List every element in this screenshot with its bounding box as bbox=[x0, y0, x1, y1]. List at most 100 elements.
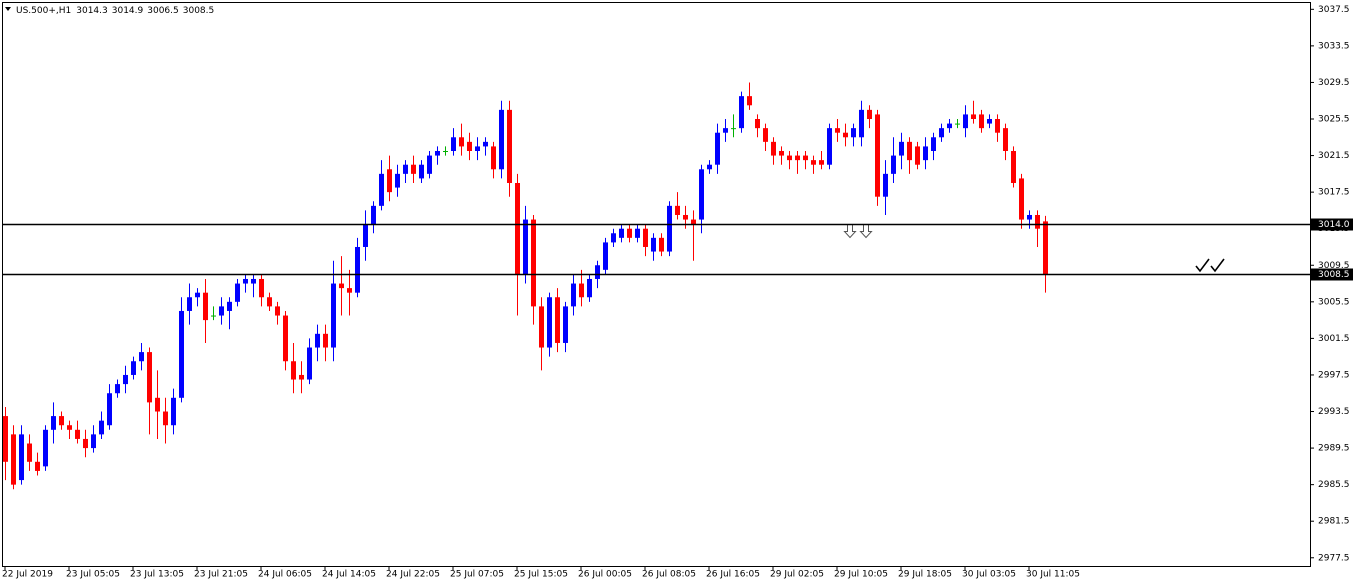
candle-body bbox=[483, 141, 488, 147]
candle-body bbox=[131, 361, 136, 375]
candle-body bbox=[1027, 214, 1032, 220]
header-close: 3008.5 bbox=[183, 6, 215, 16]
candle-body bbox=[835, 128, 840, 133]
candle-body bbox=[715, 132, 720, 165]
candles bbox=[3, 82, 1048, 490]
x-tick-label: 29 Jul 18:05 bbox=[898, 570, 952, 580]
candle-body bbox=[979, 114, 984, 129]
candle-body bbox=[339, 283, 344, 289]
candle-body bbox=[147, 352, 152, 403]
candle-body bbox=[875, 114, 880, 197]
x-tick-label: 23 Jul 05:05 bbox=[66, 570, 120, 580]
candle-body bbox=[555, 297, 560, 343]
x-tick-label: 30 Jul 03:05 bbox=[962, 570, 1016, 580]
candle-body bbox=[363, 224, 368, 247]
x-tick-label: 24 Jul 06:05 bbox=[258, 570, 312, 580]
x-tick-label: 29 Jul 02:05 bbox=[770, 570, 824, 580]
y-tick-label: 3017.5 bbox=[1318, 188, 1350, 198]
candle-body bbox=[603, 242, 608, 270]
candle-body bbox=[347, 288, 352, 293]
y-tick-label: 3025.5 bbox=[1318, 115, 1350, 125]
candle-body bbox=[811, 160, 816, 165]
candle-body bbox=[731, 128, 736, 130]
candle-body bbox=[659, 237, 664, 252]
x-tick-label: 24 Jul 14:05 bbox=[322, 570, 376, 580]
price-tag-label: 3014.0 bbox=[1318, 220, 1350, 230]
candle-body bbox=[707, 164, 712, 170]
check-mark bbox=[1210, 258, 1225, 273]
candle-body bbox=[563, 306, 568, 343]
candle-body bbox=[579, 283, 584, 298]
candle-body bbox=[459, 137, 464, 147]
candle-body bbox=[395, 173, 400, 188]
candle-body bbox=[291, 361, 296, 380]
candle-body bbox=[739, 96, 744, 129]
candle-body bbox=[451, 137, 456, 151]
candle-body bbox=[763, 128, 768, 142]
candle-body bbox=[531, 219, 536, 307]
candle-body bbox=[891, 155, 896, 174]
candle-body bbox=[955, 123, 960, 125]
candle-body bbox=[595, 265, 600, 279]
candle-body bbox=[467, 141, 472, 151]
candle-body bbox=[371, 205, 376, 225]
candle-body bbox=[803, 155, 808, 161]
y-tick-label: 2997.5 bbox=[1318, 370, 1350, 380]
x-tick-label: 25 Jul 07:05 bbox=[450, 570, 504, 580]
candle-body bbox=[99, 420, 104, 435]
candle-body bbox=[947, 123, 952, 129]
candle-body bbox=[1035, 214, 1040, 229]
candle-body bbox=[203, 292, 208, 321]
chart-header: US.500+,H1 3014.3 3014.9 3006.5 3008.5 bbox=[16, 6, 214, 16]
candle-body bbox=[387, 169, 392, 193]
header-high: 3014.9 bbox=[112, 6, 144, 16]
x-tick-label: 26 Jul 00:05 bbox=[578, 570, 632, 580]
candle-body bbox=[699, 169, 704, 220]
candle-body bbox=[643, 228, 648, 247]
candle-body bbox=[267, 297, 272, 307]
candle-body bbox=[723, 128, 728, 133]
candle-body bbox=[43, 429, 48, 467]
candle-body bbox=[499, 109, 504, 170]
candle-body bbox=[1003, 128, 1008, 151]
candle-body bbox=[379, 173, 384, 206]
candle-body bbox=[275, 306, 280, 316]
candle-body bbox=[251, 278, 256, 284]
candle-body bbox=[91, 434, 96, 449]
candle-body bbox=[635, 228, 640, 238]
candle-body bbox=[547, 297, 552, 348]
candle-body bbox=[419, 164, 424, 179]
candle-body bbox=[307, 347, 312, 380]
candle-body bbox=[299, 374, 304, 380]
y-tick-label: 2977.5 bbox=[1318, 553, 1350, 563]
candle-body bbox=[171, 397, 176, 426]
candle-body bbox=[3, 416, 8, 462]
candle-body bbox=[515, 182, 520, 275]
plot-frame bbox=[2, 2, 1311, 567]
y-tick-label: 3021.5 bbox=[1318, 151, 1350, 161]
candle-body bbox=[195, 292, 200, 298]
x-tick-label: 24 Jul 22:05 bbox=[386, 570, 440, 580]
candle-body bbox=[19, 434, 24, 481]
candle-body bbox=[771, 141, 776, 156]
candle-body bbox=[83, 438, 88, 449]
candle-body bbox=[59, 416, 64, 426]
y-tick-label: 2981.5 bbox=[1318, 517, 1350, 527]
x-tick-label: 22 Jul 2019 bbox=[2, 570, 53, 580]
candle-body bbox=[675, 205, 680, 215]
menu-triangle[interactable] bbox=[5, 7, 11, 11]
header-open: 3014.3 bbox=[76, 6, 108, 16]
candle-body bbox=[331, 283, 336, 348]
candle-body bbox=[867, 109, 872, 120]
candle-body bbox=[859, 109, 864, 138]
y-tick-label: 3009.5 bbox=[1318, 261, 1350, 271]
candle-body bbox=[11, 434, 16, 485]
candle-body bbox=[139, 352, 144, 362]
candle-body bbox=[75, 429, 80, 439]
candle-body bbox=[899, 141, 904, 156]
candle-body bbox=[403, 164, 408, 174]
x-tick-label: 25 Jul 15:05 bbox=[514, 570, 568, 580]
candle-body bbox=[827, 128, 832, 165]
candle-body bbox=[819, 160, 824, 165]
